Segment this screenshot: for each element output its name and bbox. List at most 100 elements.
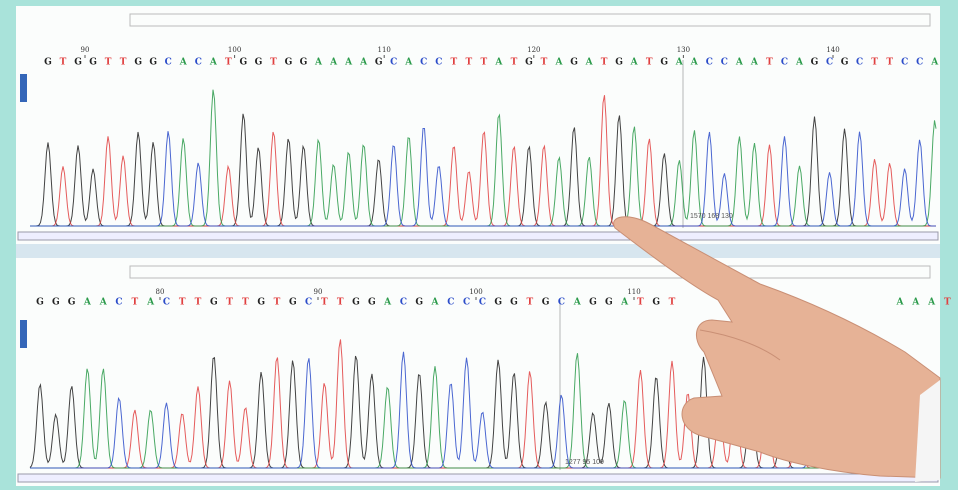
base-call: T xyxy=(105,58,112,68)
base-call: T xyxy=(766,58,773,68)
base-call: C xyxy=(706,58,713,68)
base-call: C xyxy=(826,58,833,68)
base-call: C xyxy=(115,298,122,308)
base-call: T xyxy=(541,58,548,68)
base-call: A xyxy=(329,58,338,68)
base-call: T xyxy=(226,298,233,308)
base-call: A xyxy=(690,58,699,68)
base-call: G xyxy=(352,298,360,308)
base-call: C xyxy=(435,58,442,68)
ruler-number: 90 xyxy=(81,46,90,54)
ruler-number: 100 xyxy=(228,46,241,54)
scrollbar xyxy=(18,232,938,240)
base-call: C xyxy=(916,58,923,68)
base-call: T xyxy=(511,58,518,68)
base-call: T xyxy=(321,298,328,308)
base-call: G xyxy=(149,58,157,68)
base-call: T xyxy=(481,58,488,68)
ruler-number: 110 xyxy=(627,288,640,296)
base-call: T xyxy=(601,58,608,68)
base-call: A xyxy=(930,58,939,68)
base-call: G xyxy=(368,298,376,308)
base-call: G xyxy=(415,298,423,308)
base-call: A xyxy=(404,58,413,68)
base-call: C xyxy=(721,58,728,68)
base-call: G xyxy=(542,298,550,308)
base-call: G xyxy=(841,58,849,68)
base-call: T xyxy=(274,298,281,308)
base-call: G xyxy=(210,298,218,308)
base-call: T xyxy=(120,58,127,68)
base-call: C xyxy=(463,298,470,308)
base-call: A xyxy=(573,298,582,308)
base-call: G xyxy=(240,58,248,68)
base-call: C xyxy=(163,298,170,308)
base-call: A xyxy=(383,298,392,308)
page: 90100110120130140GTGGTTGGCACATGGTGGAAAAG… xyxy=(0,0,958,490)
base-call: T xyxy=(179,298,186,308)
ruler-number: 110 xyxy=(378,46,391,54)
base-call: T xyxy=(242,298,249,308)
base-call: T xyxy=(886,58,893,68)
base-call: G xyxy=(36,298,44,308)
ruler-number: 120 xyxy=(527,46,540,54)
base-call: C xyxy=(390,58,397,68)
divider xyxy=(16,244,940,258)
base-call: A xyxy=(344,58,353,68)
ruler-number: 90 xyxy=(314,288,323,296)
base-call: G xyxy=(89,58,97,68)
ruler-number: 80 xyxy=(156,288,165,296)
base-call: G xyxy=(652,298,660,308)
base-call: A xyxy=(209,58,218,68)
base-call: C xyxy=(781,58,788,68)
base-call: G xyxy=(300,58,308,68)
base-call: A xyxy=(314,58,323,68)
base-call: A xyxy=(146,298,155,308)
side-slider xyxy=(20,74,27,102)
base-call: A xyxy=(99,298,108,308)
base-call: T xyxy=(637,298,644,308)
base-call: A xyxy=(911,298,920,308)
base-call: C xyxy=(558,298,565,308)
base-call: A xyxy=(750,58,759,68)
base-call: T xyxy=(669,298,676,308)
peak-annotation: 1277 95 109 xyxy=(565,459,604,466)
base-call: T xyxy=(465,58,472,68)
base-call: T xyxy=(944,298,951,308)
base-call: G xyxy=(44,58,52,68)
base-call: A xyxy=(620,298,629,308)
base-call: G xyxy=(494,298,502,308)
base-call: T xyxy=(450,58,457,68)
base-call: G xyxy=(510,298,518,308)
base-call: G xyxy=(605,298,613,308)
base-call: C xyxy=(420,58,427,68)
base-call: G xyxy=(589,298,597,308)
base-call: C xyxy=(400,298,407,308)
base-call: G xyxy=(255,58,263,68)
peak-annotation: 1570 168 130 xyxy=(690,213,733,220)
base-call: G xyxy=(74,58,82,68)
base-call: T xyxy=(270,58,277,68)
base-call: C xyxy=(901,58,908,68)
base-call: A xyxy=(896,298,905,308)
base-call: T xyxy=(337,298,344,308)
base-call: C xyxy=(479,298,486,308)
side-slider xyxy=(20,320,27,348)
base-call: T xyxy=(646,58,653,68)
base-call: A xyxy=(735,58,744,68)
base-call: A xyxy=(630,58,639,68)
base-call: G xyxy=(134,58,142,68)
base-call: G xyxy=(285,58,293,68)
base-call: T xyxy=(526,298,533,308)
base-call: T xyxy=(871,58,878,68)
base-call: G xyxy=(257,298,265,308)
base-call: A xyxy=(83,298,92,308)
base-call: T xyxy=(60,58,67,68)
base-call: C xyxy=(305,298,312,308)
scrollbar xyxy=(18,474,938,482)
base-call: T xyxy=(131,298,138,308)
base-call: T xyxy=(225,58,232,68)
base-call: C xyxy=(447,298,454,308)
base-call: G xyxy=(375,58,383,68)
base-call: C xyxy=(856,58,863,68)
